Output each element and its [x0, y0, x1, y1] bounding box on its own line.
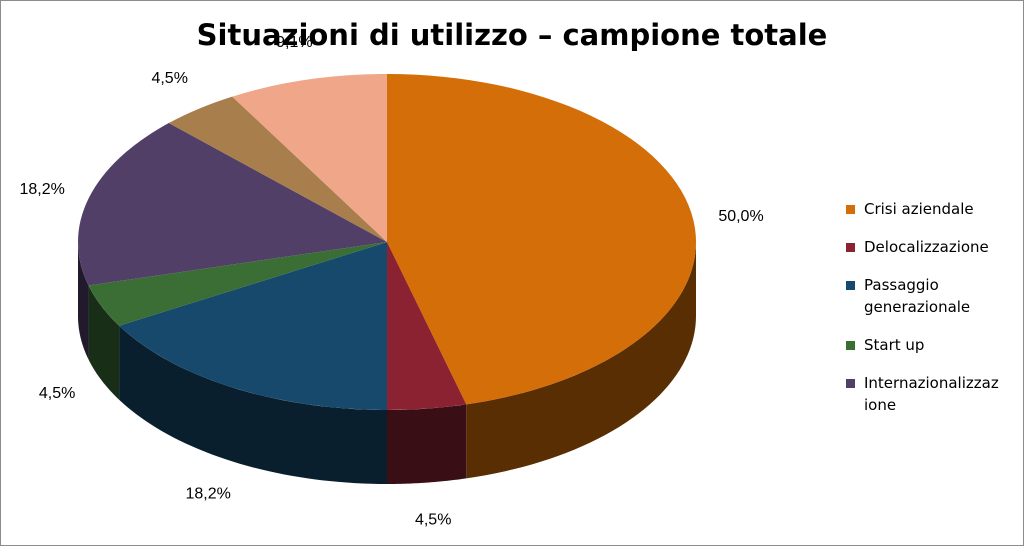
- data-label-3: 4,5%: [39, 385, 75, 402]
- chart-title: Situazioni di utilizzo – campione totale: [196, 18, 828, 52]
- legend-label-4: Internazionalizzaz ione: [864, 374, 999, 414]
- pie-slice-5: [168, 96, 387, 242]
- data-label-5: 4,5%: [151, 70, 187, 87]
- legend-swatch-2: [846, 281, 855, 290]
- pie-slice-side-0: [466, 242, 696, 479]
- legend-swatch-4: [846, 379, 855, 388]
- legend-label-0: Crisi aziendale: [864, 200, 974, 218]
- legend-item-4: Internazionalizzaz ione: [846, 372, 1016, 416]
- legend-item-1: Delocalizzazione: [846, 236, 1016, 258]
- legend-swatch-3: [846, 341, 855, 350]
- legend-label-2: Passaggio generazionale: [864, 276, 971, 316]
- legend-swatch-0: [846, 205, 855, 214]
- pie-slice-0: [387, 74, 697, 405]
- pie-slice-1: [387, 242, 467, 410]
- data-label-1: 4,5%: [415, 512, 451, 529]
- pie-slice-side-3: [88, 285, 120, 400]
- pie-slice-4: [78, 123, 388, 286]
- legend-item-3: Start up: [846, 334, 1016, 356]
- pie-slice-2: [119, 242, 387, 410]
- legend-label-3: Start up: [864, 336, 925, 354]
- data-label-4: 18,2%: [20, 181, 65, 198]
- legend-swatch-1: [846, 243, 855, 252]
- pie-slice-6: [232, 74, 387, 242]
- pie-slice-3: [88, 242, 387, 326]
- legend-label-1: Delocalizzazione: [864, 238, 989, 256]
- data-label-2: 18,2%: [186, 485, 231, 502]
- pie-slice-side-1: [387, 404, 467, 484]
- pie-slice-side-2: [119, 325, 387, 484]
- pie-slice-side-4: [78, 242, 89, 360]
- data-label-6: 9,1%: [276, 34, 312, 51]
- legend: Crisi aziendale Delocalizzazione Passaggio…: [846, 198, 1016, 432]
- legend-item-2: Passaggio generazionale: [846, 274, 1016, 318]
- data-label-0: 50,0%: [718, 208, 763, 225]
- legend-item-0: Crisi aziendale: [846, 198, 1016, 220]
